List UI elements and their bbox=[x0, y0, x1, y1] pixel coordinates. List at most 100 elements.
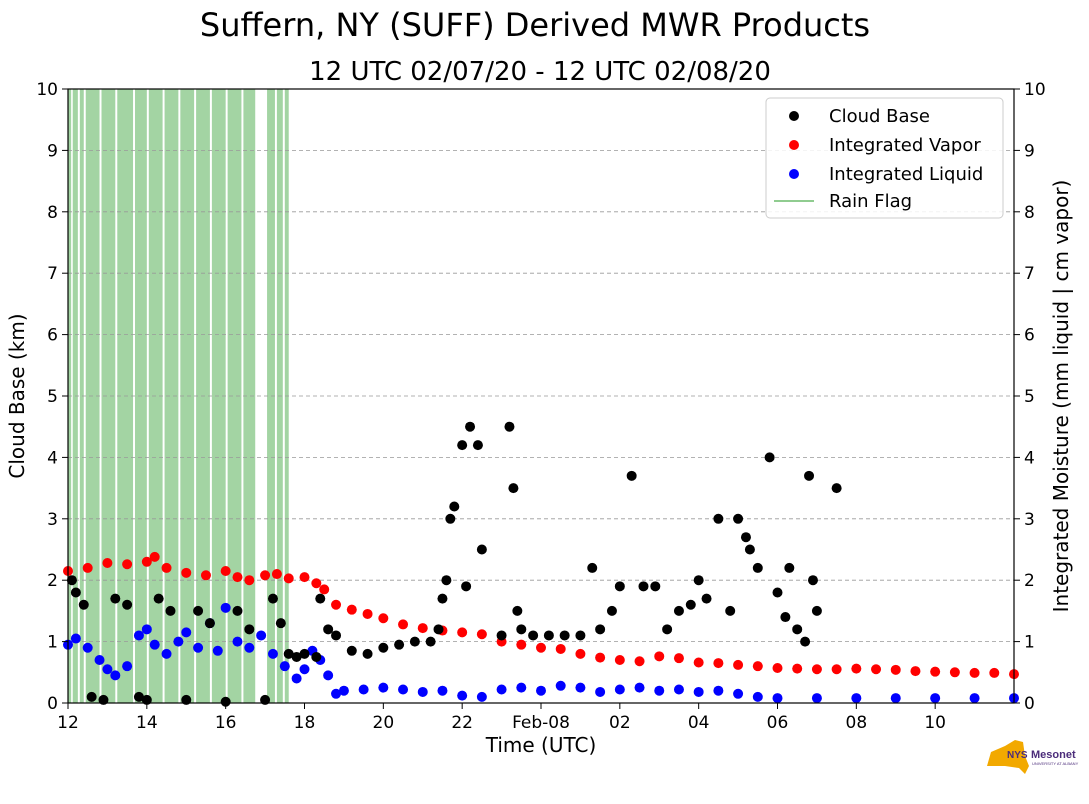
integrated-vapor-point bbox=[949, 667, 960, 678]
cloud-base-point bbox=[516, 624, 527, 635]
y2-tick-label: 1 bbox=[1024, 633, 1035, 653]
integrated-vapor-point bbox=[311, 578, 322, 589]
cloud-base-point bbox=[685, 599, 696, 610]
integrated-liquid-point bbox=[536, 685, 546, 696]
legend-marker-integrated-liquid bbox=[789, 169, 799, 179]
integrated-liquid-point bbox=[256, 630, 267, 641]
integrated-vapor-point bbox=[417, 623, 428, 634]
chart-title: Suffern, NY (SUFF) Derived MWR Products bbox=[200, 6, 870, 44]
integrated-vapor-point bbox=[910, 666, 921, 677]
integrated-liquid-point bbox=[220, 602, 231, 613]
integrated-vapor-point bbox=[536, 642, 546, 653]
y2-tick-label: 2 bbox=[1024, 571, 1035, 591]
integrated-vapor-point bbox=[232, 572, 243, 583]
legend-marker-integrated-vapor bbox=[789, 140, 799, 150]
y-tick-label: 1 bbox=[47, 633, 58, 653]
integrated-liquid-point bbox=[267, 648, 278, 659]
x-tick-label: 12 bbox=[57, 713, 79, 733]
cloud-base-point bbox=[437, 593, 448, 604]
integrated-vapor-point bbox=[149, 551, 160, 562]
cloud-base-point bbox=[701, 593, 712, 604]
legend-marker-cloud-base bbox=[789, 111, 799, 121]
integrated-vapor-point bbox=[969, 667, 980, 678]
cloud-base-point bbox=[441, 575, 452, 586]
integrated-vapor-point bbox=[82, 562, 93, 573]
integrated-vapor-point bbox=[220, 565, 231, 576]
integrated-vapor-point bbox=[141, 556, 152, 567]
cloud-base-point bbox=[512, 605, 523, 616]
cloud-base-point bbox=[153, 593, 164, 604]
integrated-vapor-point bbox=[200, 570, 211, 581]
cloud-base-point bbox=[472, 440, 483, 451]
cloud-base-point bbox=[476, 544, 487, 555]
legend: Cloud Base Integrated Vapor Integrated L… bbox=[765, 97, 1004, 219]
integrated-liquid-point bbox=[733, 688, 744, 699]
cloud-base-series bbox=[66, 421, 842, 707]
x-tick-label: Feb-08 bbox=[512, 713, 570, 733]
cloud-base-point bbox=[204, 618, 215, 629]
integrated-liquid-point bbox=[173, 636, 184, 647]
integrated-vapor-point bbox=[331, 599, 342, 610]
rain-flag-band bbox=[243, 89, 256, 703]
integrated-vapor-point bbox=[792, 663, 803, 674]
integrated-vapor-point bbox=[752, 661, 763, 672]
integrated-liquid-point bbox=[331, 688, 342, 699]
cloud-base-point bbox=[784, 562, 795, 573]
rain-flag-band bbox=[101, 89, 116, 703]
cloud-base-point bbox=[70, 587, 81, 598]
integrated-vapor-point bbox=[319, 584, 330, 595]
integrated-liquid-point bbox=[614, 684, 625, 695]
integrated-vapor-point bbox=[811, 664, 822, 675]
integrated-liquid-point bbox=[323, 670, 334, 681]
integrated-liquid-point bbox=[161, 648, 172, 659]
nys-mesonet-logo: NYS Mesonet UNIVERSITY AT ALBANY bbox=[987, 740, 1079, 774]
cloud-base-point bbox=[693, 575, 704, 586]
legend-label-rain-flag: Rain Flag bbox=[829, 191, 912, 212]
integrated-vapor-point bbox=[634, 656, 645, 667]
cloud-base-point bbox=[267, 593, 278, 604]
y2-tick-label: 4 bbox=[1024, 448, 1035, 468]
integrated-vapor-point bbox=[654, 651, 665, 662]
cloud-base-point bbox=[626, 470, 637, 481]
y-tick-label: 5 bbox=[47, 387, 58, 407]
x-tick-label: 08 bbox=[846, 713, 868, 733]
y2-tick-label: 6 bbox=[1024, 326, 1035, 346]
cloud-base-point bbox=[587, 562, 598, 573]
integrated-liquid-point bbox=[378, 682, 389, 693]
integrated-liquid-point bbox=[654, 685, 665, 696]
cloud-base-point bbox=[744, 544, 755, 555]
cloud-base-point bbox=[331, 630, 342, 641]
integrated-liquid-point bbox=[890, 693, 901, 704]
y2-tick-label: 3 bbox=[1024, 510, 1035, 530]
svg-text:Mesonet: Mesonet bbox=[1031, 749, 1076, 761]
cloud-base-point bbox=[638, 581, 649, 592]
cloud-base-point bbox=[792, 624, 803, 635]
legend-label-cloud-base: Cloud Base bbox=[829, 106, 930, 127]
x-tick-label: 06 bbox=[767, 713, 789, 733]
integrated-liquid-point bbox=[930, 693, 941, 704]
y-tick-label: 9 bbox=[47, 141, 58, 161]
integrated-liquid-point bbox=[398, 684, 409, 695]
integrated-liquid-point bbox=[358, 684, 369, 695]
integrated-vapor-point bbox=[122, 559, 133, 570]
integrated-vapor-point bbox=[299, 572, 310, 583]
cloud-base-point bbox=[299, 648, 310, 659]
integrated-vapor-point bbox=[890, 664, 901, 675]
integrated-liquid-point bbox=[417, 686, 428, 697]
integrated-liquid-point bbox=[634, 682, 645, 693]
x-tick-label: 18 bbox=[294, 713, 316, 733]
integrated-liquid-point bbox=[141, 624, 152, 635]
integrated-liquid-point bbox=[291, 673, 302, 684]
integrated-vapor-point bbox=[161, 562, 172, 573]
y-tick-label: 4 bbox=[47, 448, 58, 468]
integrated-liquid-point bbox=[70, 633, 81, 644]
integrated-liquid-point bbox=[673, 684, 684, 695]
x-axis-label: Time (UTC) bbox=[485, 733, 597, 757]
cloud-base-point bbox=[650, 581, 661, 592]
plot-area bbox=[63, 89, 1019, 707]
integrated-liquid-point bbox=[232, 636, 243, 647]
integrated-vapor-point bbox=[244, 575, 255, 586]
cloud-base-point bbox=[110, 593, 121, 604]
cloud-base-point bbox=[673, 605, 684, 616]
cloud-base-point bbox=[575, 630, 586, 641]
